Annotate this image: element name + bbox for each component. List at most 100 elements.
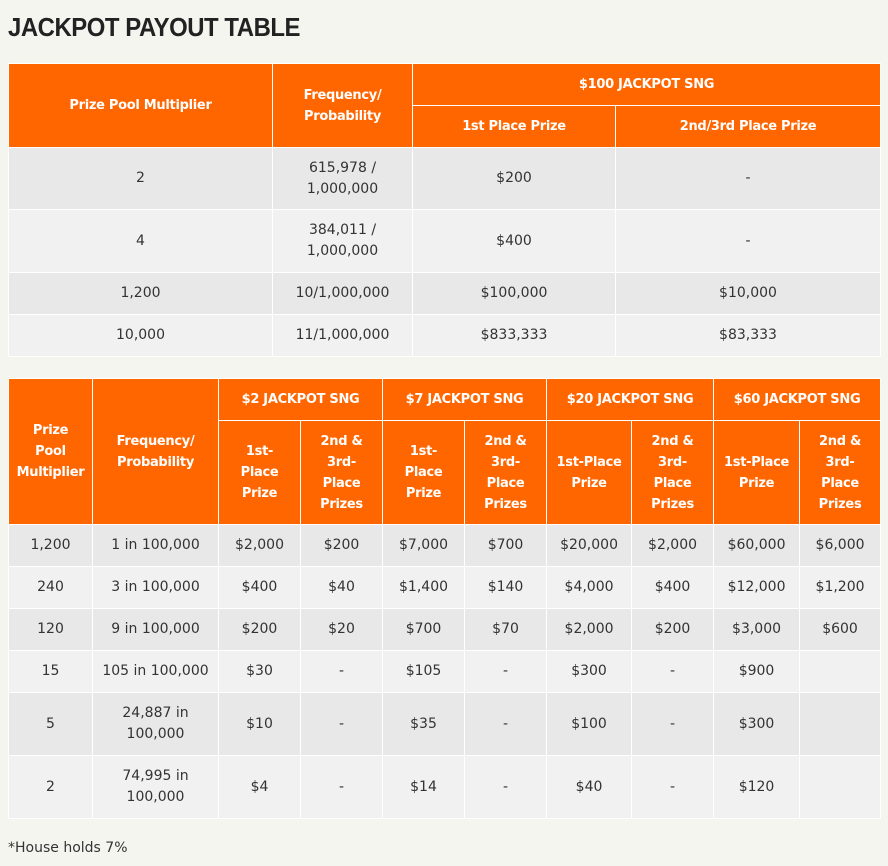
first-place-cell: $300 (546, 650, 633, 693)
header-first-place-line: Prize (738, 475, 775, 491)
second-place-cell: - (631, 692, 715, 756)
header-first-place-line: Place (240, 465, 279, 480)
frequency-cell-line: 9 in 100,000 (111, 621, 200, 637)
first-place-cell: $4 (218, 755, 301, 819)
header-first-place: 1st- Place Prize (218, 420, 301, 525)
frequency-cell: 11/1,000,000 (272, 314, 413, 357)
second-place-cell: - (299, 692, 384, 756)
first-place-cell: $14 (382, 755, 466, 819)
second-place-cell: - (615, 147, 881, 210)
header-frequency-line1: Frequency/ (303, 87, 382, 103)
frequency-cell: 105 in 100,000 (92, 650, 219, 693)
multiplier-cell: 1,200 (8, 272, 273, 315)
second-place-cell: $83,333 (615, 314, 881, 357)
multiplier-cell: 4 (8, 209, 273, 273)
header-group: $60 JACKPOT SNG (713, 378, 882, 421)
header-first-place-line: Prize (241, 486, 278, 501)
first-place-cell: $7,000 (382, 524, 466, 567)
header-frequency-line: Probability (116, 454, 194, 470)
table-row: 15 105 in 100,000 $30- $105- $300- $900 (8, 650, 882, 693)
frequency-line: 384,011 / (308, 222, 377, 238)
header-first-place: 1st Place Prize (412, 105, 616, 148)
first-place-cell: $100,000 (412, 272, 616, 315)
frequency-line: 1,000,000 (306, 243, 379, 259)
second-place-cell: $140 (464, 566, 548, 609)
payout-table-100: Prize Pool Multiplier Frequency/ Probabi… (8, 63, 881, 357)
header-first-place-line: 1st- (245, 444, 274, 459)
first-place-cell: $12,000 (713, 566, 801, 609)
header-second-third-place-line: Prizes (651, 496, 694, 512)
first-place-cell: $700 (382, 608, 466, 651)
second-place-cell: - (464, 755, 548, 819)
second-place-cell: $6,000 (799, 524, 882, 567)
frequency-cell: 615,978 / 1,000,000 (272, 147, 413, 210)
second-place-cell: $200 (299, 524, 384, 567)
payout-table-small: Prize Pool Multiplier Frequency/Probability… (8, 378, 882, 819)
first-place-cell: $900 (713, 650, 801, 693)
header-second-third-place: 2nd/3rd Place Prize (615, 105, 881, 148)
table-row: 1,200 1 in 100,000 $2,000 $200 $7,000 $700 $20… (8, 524, 882, 567)
header-second-third-place-line: Prizes (484, 496, 527, 512)
multiplier-cell: 120 (8, 608, 93, 651)
second-place-cell: - (464, 650, 548, 693)
first-place-cell: $60,000 (713, 524, 801, 567)
second-place-cell (799, 692, 882, 756)
frequency-cell-line: 100,000 (126, 726, 185, 742)
second-place-cell: - (299, 755, 384, 819)
header-multiplier-line: Pool (35, 444, 66, 459)
header-second-third-place-line: Place (486, 475, 525, 491)
multiplier-cell: 1,200 (8, 524, 93, 567)
first-place-cell: $2,000 (546, 608, 633, 651)
footnote: *House holds 7% (8, 840, 128, 856)
header-first-place-line: Prize (405, 486, 442, 501)
first-place-cell: $3,000 (713, 608, 801, 651)
header-second-third-place-line: 2nd & (651, 433, 694, 449)
first-place-cell: $10 (218, 692, 301, 756)
first-place-cell: $105 (382, 650, 466, 693)
second-place-cell: $20 (299, 608, 384, 651)
table-row: 4 384,011 / 1,000,000 $400- (8, 209, 881, 273)
first-place-cell: $400 (412, 209, 616, 273)
multiplier-cell: 5 (8, 692, 93, 756)
table-row: 120 9 in 100,000 $200 $20 $700 $70 $2,000 $200 $… (8, 608, 882, 651)
header-second-third-place-line: 2nd & (819, 433, 862, 449)
first-place-cell: $200 (218, 608, 301, 651)
first-place-cell: $200 (412, 147, 616, 210)
second-place-cell: - (631, 755, 715, 819)
frequency-cell: 74,995 in 100,000 (92, 755, 219, 819)
table-row: 240 3 in 100,000 $400 $40 $1,400 $140 $4,000 $4… (8, 566, 882, 609)
first-place-cell: $400 (218, 566, 301, 609)
frequency-cell: 9 in 100,000 (92, 608, 219, 651)
frequency-cell: 10/1,000,000 (272, 272, 413, 315)
second-place-cell: - (631, 650, 715, 693)
frequency-cell: 24,887 in 100,000 (92, 692, 219, 756)
header-second-third-place-line: Place (821, 475, 859, 491)
second-place-cell: - (299, 650, 384, 693)
first-place-cell: $300 (713, 692, 801, 756)
header-second-third-place-line: Place (322, 475, 361, 491)
table-row: 10,000 11/1,000,000 $833,333 $83,333 (8, 314, 881, 357)
header-frequency-line: Frequency/ (116, 433, 195, 449)
header-second-third-place-line: Prizes (818, 496, 862, 512)
second-place-cell: $200 (631, 608, 715, 651)
header-frequency: Frequency/Probability (92, 378, 219, 525)
header-second-third-place-line: 3rd- (491, 454, 520, 470)
frequency-cell-line: 74,995 in (122, 768, 189, 784)
header-second-third-place: 2nd & 3rd- Place Prizes (799, 420, 882, 525)
second-place-cell (799, 650, 882, 693)
second-place-cell (799, 755, 882, 819)
header-second-third-place-line: Prizes (320, 496, 363, 512)
frequency-cell: 384,011 / 1,000,000 (272, 209, 413, 273)
header-second-third-place-line: 3rd- (825, 454, 855, 470)
multiplier-cell: 2 (8, 755, 93, 819)
header-second-third-place-line: Place (653, 475, 692, 491)
frequency-cell-line: 24,887 in (122, 705, 189, 721)
second-place-cell: $10,000 (615, 272, 881, 315)
frequency-cell: 1 in 100,000 (92, 524, 219, 567)
header-second-third-place-line: 3rd- (658, 454, 688, 470)
header-second-third-place-line: 2nd & (484, 433, 527, 449)
first-place-cell: $40 (546, 755, 633, 819)
first-place-cell: $20,000 (546, 524, 633, 567)
